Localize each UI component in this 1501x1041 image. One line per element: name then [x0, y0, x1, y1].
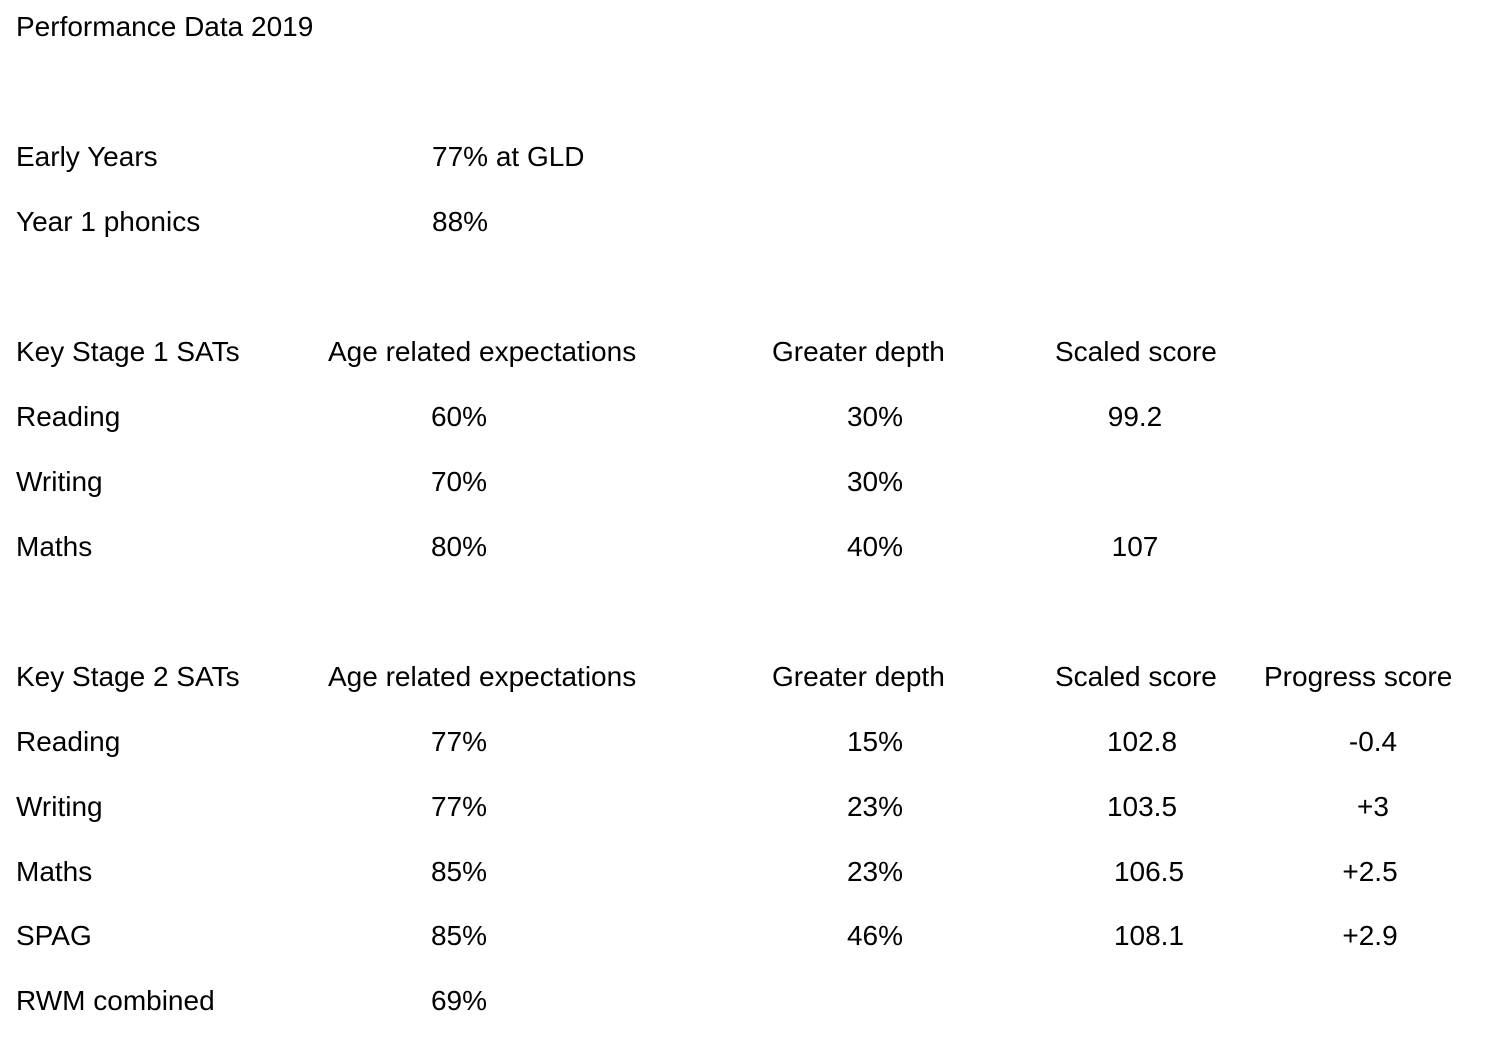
ks2-gd-value: 46%: [846, 920, 904, 951]
ks1-gd-value: 30%: [846, 401, 904, 432]
ks2-subject: Maths: [16, 856, 93, 887]
ks2-are-value: 77%: [430, 726, 488, 757]
phonics-value: 88%: [432, 206, 489, 237]
ks2-header-title: Key Stage 2 SATs: [16, 661, 240, 692]
ks1-subject: Maths: [16, 531, 93, 562]
ks2-subject: SPAG: [16, 920, 92, 951]
ks2-are-value: 77%: [430, 791, 488, 822]
ks2-header-are: Age related expectations: [328, 661, 637, 692]
ks2-subject: Writing: [16, 791, 103, 822]
ks2-scaled-value: 102.8: [1106, 726, 1178, 757]
ks1-scaled-value: 107: [1111, 531, 1159, 562]
ks2-scaled-value: 103.5: [1106, 791, 1178, 822]
ks1-are-value: 60%: [430, 401, 488, 432]
ks1-gd-value: 30%: [846, 466, 904, 497]
ks1-subject: Writing: [16, 466, 103, 497]
ks2-are-value: 85%: [430, 856, 488, 887]
ks2-gd-value: 15%: [846, 726, 904, 757]
ks2-subject: RWM combined: [16, 985, 215, 1016]
ks2-are-value: 69%: [430, 985, 488, 1016]
early-years-value: 77% at GLD: [432, 141, 585, 172]
ks2-scaled-value: 108.1: [1113, 920, 1185, 951]
ks1-header-title: Key Stage 1 SATs: [16, 336, 240, 367]
ks2-are-value: 85%: [430, 920, 488, 951]
ks2-header-greater-depth: Greater depth: [772, 661, 945, 692]
early-years-label: Early Years: [16, 141, 158, 172]
ks2-header-scaled-score: Scaled score: [1055, 661, 1217, 692]
ks2-scaled-value: 106.5: [1113, 856, 1185, 887]
ks2-progress-value: -0.4: [1348, 726, 1398, 757]
ks1-are-value: 70%: [430, 466, 488, 497]
ks1-are-value: 80%: [430, 531, 488, 562]
ks2-progress-value: +2.5: [1342, 856, 1398, 887]
ks1-header-greater-depth: Greater depth: [772, 336, 945, 367]
ks2-subject: Reading: [16, 726, 121, 757]
ks2-header-progress-score: Progress score: [1264, 661, 1453, 692]
page-title: Performance Data 2019: [16, 11, 314, 42]
ks2-gd-value: 23%: [846, 791, 904, 822]
ks1-header-are: Age related expectations: [328, 336, 637, 367]
ks2-progress-value: +2.9: [1342, 920, 1398, 951]
ks1-subject: Reading: [16, 401, 121, 432]
ks1-header-scaled-score: Scaled score: [1055, 336, 1217, 367]
ks2-progress-value: +3: [1357, 791, 1389, 822]
phonics-label: Year 1 phonics: [16, 206, 201, 237]
ks1-gd-value: 40%: [846, 531, 904, 562]
ks1-scaled-value: 99.2: [1107, 401, 1163, 432]
ks2-gd-value: 23%: [846, 856, 904, 887]
